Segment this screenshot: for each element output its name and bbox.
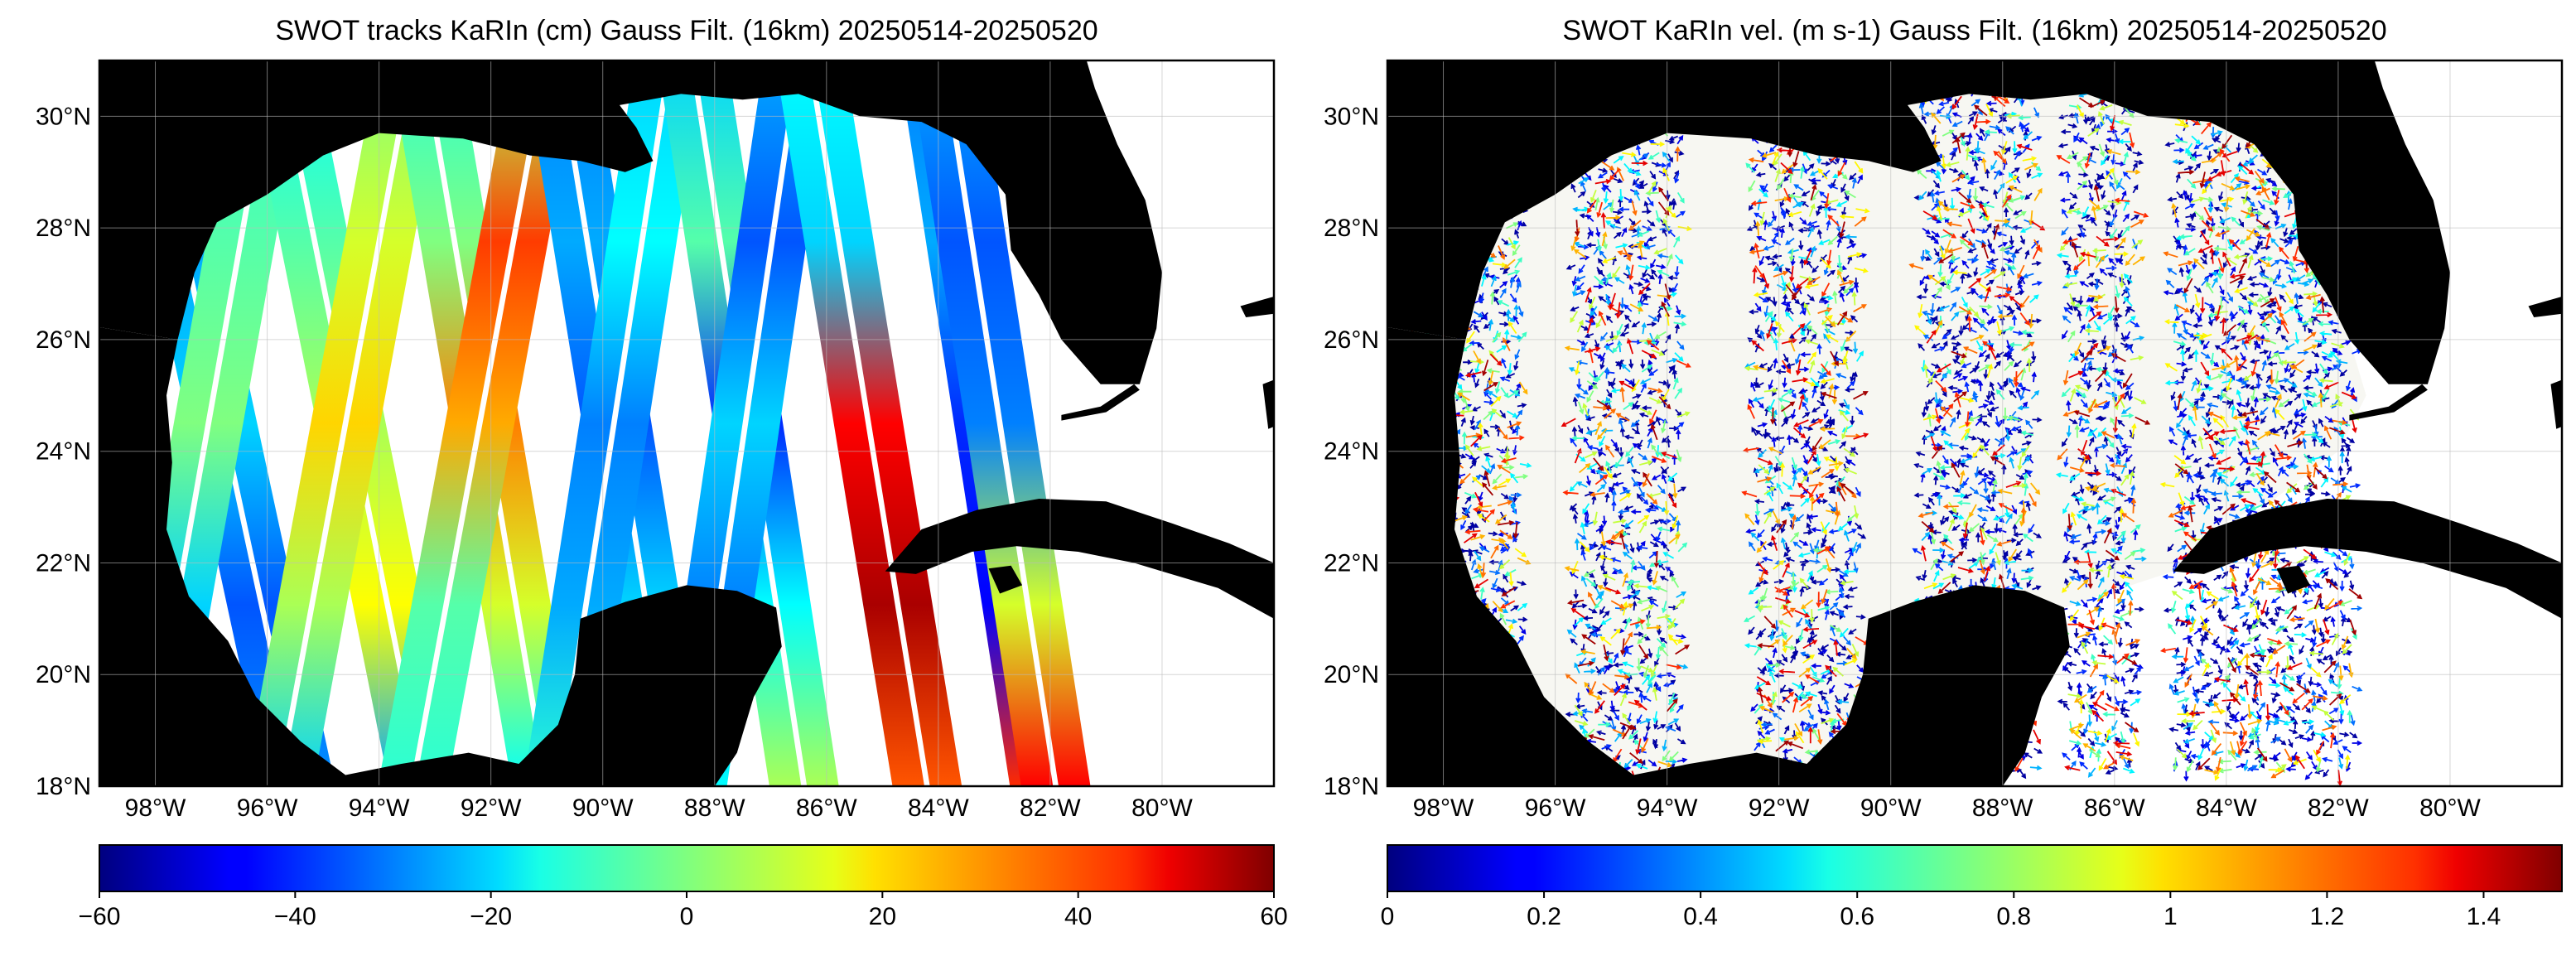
lat-tick-label: 22°N (1324, 549, 1379, 577)
land-polygon (1240, 296, 1274, 317)
colorbar-tick-label: 1 (2164, 903, 2178, 930)
lon-tick-label: 84°W (2196, 794, 2257, 822)
lat-tick-label: 22°N (36, 549, 91, 577)
land-mask (99, 60, 1274, 786)
gulf-water (1454, 94, 2366, 775)
lon-tick-label: 92°W (1749, 794, 1810, 822)
axis-ticks: 98°W 96°W 94°W 92°W 90°W 88°W 86°W 84°W 82°W 80°W… (36, 103, 1194, 822)
lon-tick-label: 82°W (2308, 794, 2369, 822)
colorbar-tick-label: 40 (1064, 903, 1092, 930)
land-polygon (99, 327, 782, 786)
panel-title: SWOT tracks KaRIn (cm) Gauss Filt. (16km… (275, 15, 1097, 46)
colorbar-tick-label: 0 (680, 903, 694, 930)
colorbar-tick-label: 0 (1381, 903, 1395, 930)
swath-nadir-gap (555, 60, 673, 786)
panel-title: SWOT KaRIn vel. (m s-1) Gauss Filt. (16k… (1562, 15, 2386, 46)
land-polygon (1061, 384, 1140, 421)
lon-tick-label: 88°W (684, 794, 745, 822)
lat-tick-label: 18°N (36, 773, 91, 800)
lon-tick-label: 88°W (1972, 794, 2033, 822)
land-polygon (2276, 565, 2311, 594)
lon-tick-label: 82°W (1020, 794, 1081, 822)
map-frame (98, 59, 1276, 788)
lon-tick-label: 80°W (1131, 794, 1193, 822)
land-polygon (2528, 296, 2562, 317)
lon-tick-label: 90°W (1860, 794, 1922, 822)
graticule (99, 60, 1274, 786)
colorbar-ramp (99, 844, 1275, 892)
lon-tick-label: 94°W (1637, 794, 1698, 822)
axis-ticks: 98°W 96°W 94°W 92°W 90°W 88°W 86°W 84°W 82°W 80°W… (1324, 103, 2482, 822)
map-frame (1386, 59, 2564, 788)
land-polygon (2550, 379, 2562, 429)
colorbar-tick-label: 0.4 (1683, 903, 1718, 930)
lon-tick-label: 80°W (2419, 794, 2481, 822)
map-area (1387, 60, 2562, 786)
swath-nadir-gap (409, 60, 550, 786)
map-area (99, 60, 1274, 786)
swath-nadir-gap (941, 60, 1059, 786)
lat-tick-label: 24°N (1324, 438, 1379, 466)
colorbar-tick-label: 0.8 (1996, 903, 2031, 930)
swath-nadir-gap (275, 60, 416, 786)
panel-ssh: SWOT tracks KaRIn (cm) Gauss Filt. (16km… (36, 15, 1288, 930)
colorbar-tick-label: 20 (869, 903, 896, 930)
colorbar-tick-label: −40 (274, 903, 316, 930)
colorbar-ramp (1387, 844, 2563, 892)
lon-tick-label: 84°W (908, 794, 969, 822)
lon-tick-label: 96°W (237, 794, 298, 822)
lat-tick-label: 24°N (36, 438, 91, 466)
gulf-sea-surface (1454, 94, 2366, 775)
lon-tick-label: 86°W (796, 794, 857, 822)
colorbar: 0 0.2 0.4 0.6 0.8 1 1.2 1.4 (1381, 844, 2563, 930)
land-polygon (99, 60, 1162, 384)
swath-nadir-gap (807, 60, 930, 786)
lat-tick-label: 30°N (1324, 103, 1379, 130)
colorbar-tick-label: −20 (470, 903, 512, 930)
colorbar-tick-label: 60 (1260, 903, 1287, 930)
land-polygon (1387, 327, 2070, 786)
lat-tick-label: 26°N (1324, 326, 1379, 354)
colorbar-tick-label: −60 (79, 903, 121, 930)
lat-tick-label: 20°N (1324, 661, 1379, 688)
lat-tick-label: 26°N (36, 326, 91, 354)
land-polygon (885, 499, 1274, 619)
graticule (1387, 60, 2562, 786)
colorbar: −60 −40 −20 0 20 40 60 (79, 844, 1288, 930)
lon-tick-label: 96°W (1525, 794, 1586, 822)
lon-tick-label: 98°W (1413, 794, 1474, 822)
lon-tick-label: 86°W (2084, 794, 2145, 822)
colorbar-tick-label: 1.2 (2310, 903, 2345, 930)
lon-tick-label: 92°W (461, 794, 522, 822)
panel-velocity: SWOT KaRIn vel. (m s-1) Gauss Filt. (16k… (1324, 15, 2564, 930)
lat-tick-label: 28°N (1324, 215, 1379, 242)
lat-tick-label: 28°N (36, 215, 91, 242)
land-mask (1387, 60, 2562, 786)
colorbar-ticks: −60 −40 −20 0 20 40 60 (79, 891, 1288, 930)
land-polygon (2349, 384, 2428, 421)
colorbar-tick-label: 0.2 (1527, 903, 1561, 930)
land-polygon (1387, 60, 2450, 384)
land-polygon (988, 565, 1023, 594)
lat-tick-label: 18°N (1324, 773, 1379, 800)
colorbar-tick-label: 0.6 (1840, 903, 1874, 930)
colorbar-tick-label: 1.4 (2467, 903, 2501, 930)
land-polygon (1262, 379, 1274, 429)
lon-tick-label: 94°W (349, 794, 410, 822)
lon-tick-label: 98°W (125, 794, 186, 822)
land-polygon (2173, 499, 2562, 619)
colorbar-ticks: 0 0.2 0.4 0.6 0.8 1 1.2 1.4 (1381, 891, 2501, 930)
lon-tick-label: 90°W (572, 794, 634, 822)
lat-tick-label: 20°N (36, 661, 91, 688)
lat-tick-label: 30°N (36, 103, 91, 130)
